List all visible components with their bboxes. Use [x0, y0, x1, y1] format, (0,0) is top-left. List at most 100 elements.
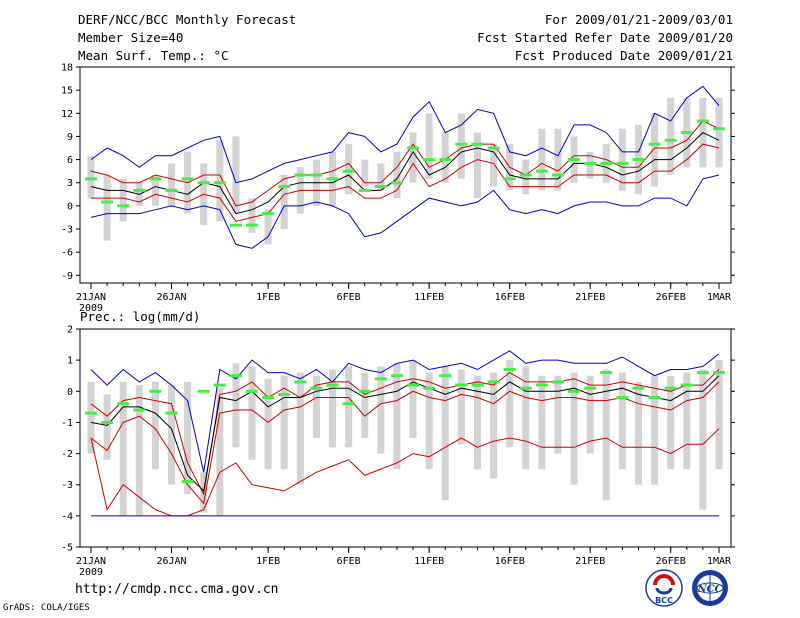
spread-bar: [151, 381, 159, 470]
source-url[interactable]: http://cmdp.ncc.cma.gov.cn: [75, 582, 279, 597]
spread-bar: [216, 388, 224, 516]
spread-bar: [473, 132, 481, 199]
x-tick-label: 16FEB: [495, 292, 525, 303]
spread-bar: [409, 132, 417, 183]
bcc-logo-text: BCC: [655, 596, 673, 605]
spread-bar: [248, 366, 256, 460]
member-marker: [680, 383, 693, 387]
member-marker: [133, 408, 146, 412]
member-size: Member Size=40: [78, 30, 184, 45]
x-tick-label: 21JAN: [76, 292, 106, 303]
spread-bar: [184, 381, 192, 495]
y-tick-label: -6: [61, 248, 73, 259]
spread-bar: [393, 151, 401, 199]
member-marker: [487, 146, 500, 150]
member-marker: [117, 402, 130, 406]
member-marker: [407, 146, 420, 150]
member-marker: [632, 386, 645, 390]
spread-bar: [586, 375, 594, 454]
member-marker: [471, 142, 484, 146]
member-marker: [390, 374, 403, 378]
y-tick-label: -5: [61, 543, 73, 554]
spread-bar: [119, 178, 127, 222]
member-marker: [439, 158, 452, 162]
member-marker: [213, 383, 226, 387]
spread-bar: [538, 128, 546, 191]
x-tick-label: 21JAN: [76, 556, 106, 567]
spread-bar: [232, 136, 240, 214]
member-marker: [390, 181, 403, 185]
plot-frame: [79, 328, 732, 548]
spread-bar: [715, 360, 723, 470]
member-marker: [713, 127, 725, 131]
x-tick-label: 1MAR: [707, 556, 732, 567]
y-tick-label: -1: [61, 418, 73, 429]
y-tick-label: 1: [67, 356, 73, 367]
x-tick-label: 6FEB: [337, 556, 361, 567]
member-marker: [374, 185, 387, 189]
member-marker: [165, 411, 178, 415]
member-marker: [632, 158, 645, 162]
member-marker: [439, 374, 452, 378]
spread-bar: [87, 155, 95, 199]
y-tick-label: -4: [61, 511, 73, 522]
bcc-logo: BCC: [645, 569, 683, 607]
member-marker: [600, 371, 613, 375]
member-marker: [101, 200, 114, 204]
spread-bar: [280, 375, 288, 470]
y-tick-label: 6: [67, 155, 73, 166]
spread-bar: [119, 381, 127, 516]
series-line: [90, 375, 720, 492]
start-date: Fcst Started Refer Date 2009/01/20: [477, 30, 733, 45]
member-marker: [407, 383, 420, 387]
y-tick-label: -2: [61, 449, 73, 460]
member-marker: [664, 386, 677, 390]
member-marker: [664, 138, 677, 142]
spread-bar: [618, 128, 626, 191]
y-tick-label: 12: [61, 109, 73, 120]
member-marker: [648, 396, 661, 400]
member-marker: [181, 177, 194, 181]
y-tick-label: -3: [61, 225, 73, 236]
spread-bar: [103, 175, 111, 241]
series-line: [91, 143, 720, 222]
panel-title: Prec.: log(mm/d): [80, 309, 200, 324]
x-year-label: 2009: [79, 567, 103, 578]
spread-bar: [232, 363, 240, 448]
member-marker: [246, 223, 259, 227]
variable-label: Mean Surf. Temp.: °C: [78, 48, 229, 63]
member-marker: [85, 177, 97, 181]
x-tick-label: 26FEB: [656, 556, 686, 567]
member-marker: [133, 188, 146, 192]
y-tick-label: 18: [61, 63, 73, 74]
series-line: [90, 381, 720, 505]
member-marker: [101, 420, 114, 424]
x-tick-label: 1MAR: [707, 292, 732, 303]
spread-bar: [361, 159, 369, 187]
spread-bar: [602, 369, 610, 501]
member-marker: [262, 396, 275, 400]
x-tick-label: 1FEB: [256, 292, 280, 303]
spread-bar: [151, 175, 159, 206]
spread-bar: [377, 163, 385, 191]
spread-bar: [377, 366, 385, 454]
member-marker: [149, 389, 162, 393]
spread-bar: [361, 372, 369, 438]
series-line: [90, 174, 720, 249]
spread-bar: [441, 366, 449, 501]
member-marker: [535, 383, 548, 387]
spread-bar: [457, 369, 465, 445]
member-marker: [342, 169, 355, 173]
x-tick-label: 21FEB: [575, 292, 605, 303]
spread-bar: [425, 372, 433, 470]
member-marker: [423, 158, 436, 162]
chart-panel-temperature: -9 -6 -3 0 3 6 9 12 15 18 21JAN 26JAN 1FEB 6FEB 11FEB 1…: [61, 63, 735, 314]
y-tick-label: 0: [67, 387, 73, 398]
member-marker: [85, 411, 97, 415]
member-marker: [358, 389, 371, 393]
member-marker: [181, 480, 194, 484]
series-line: [90, 369, 720, 496]
member-marker: [616, 161, 629, 165]
spread-bar: [135, 385, 143, 516]
spread-bar: [586, 151, 594, 179]
